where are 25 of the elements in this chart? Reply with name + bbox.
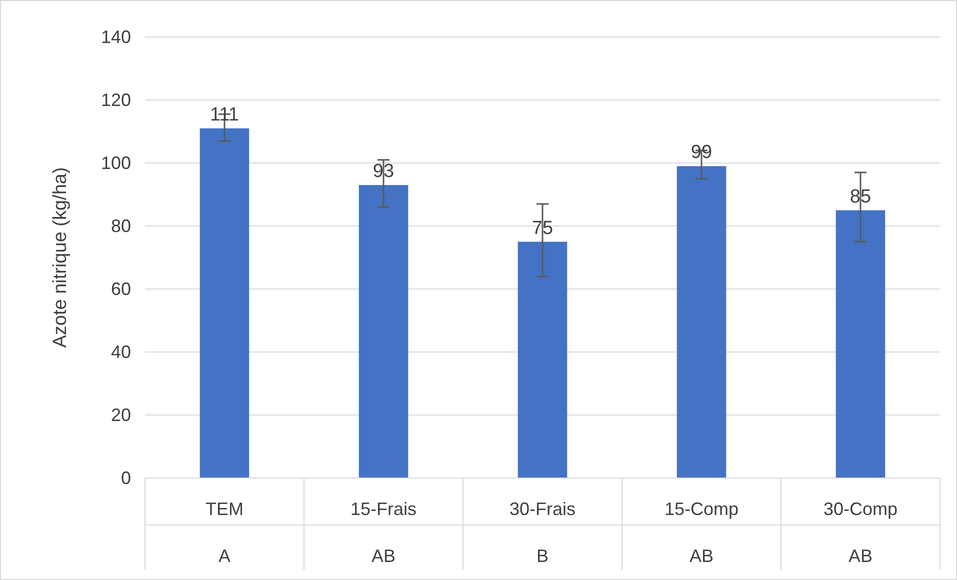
text: A <box>218 546 231 566</box>
bar <box>518 242 568 478</box>
bar <box>836 210 886 478</box>
text: AB <box>689 546 714 566</box>
y-axis-title: Azote nitrique (kg/ha) <box>50 167 71 348</box>
y-tick-label: 140 <box>100 26 131 47</box>
text: AB <box>371 546 396 566</box>
data-label: 111 <box>210 104 239 126</box>
x-tick-label: 30-Frais <box>509 498 576 519</box>
x-tick-label: 30-Comp <box>823 498 898 519</box>
y-tick-label: 40 <box>110 342 131 362</box>
y-tick-label: 20 <box>110 404 131 425</box>
bar <box>358 185 408 478</box>
y-tick-label: 60 <box>110 278 131 299</box>
y-tick-label: 0 <box>120 468 131 488</box>
x-tick-label: TEM <box>206 498 244 519</box>
bar <box>200 128 250 478</box>
y-tick-label: 120 <box>100 90 131 110</box>
bar <box>676 166 726 478</box>
y-tick-label: 80 <box>110 216 131 236</box>
x-tick-label: 15-Frais <box>350 498 417 519</box>
y-tick-label: 100 <box>100 152 131 173</box>
text: B <box>536 546 549 566</box>
x-tick-label: 15-Comp <box>664 498 739 519</box>
text: AB <box>848 546 873 566</box>
